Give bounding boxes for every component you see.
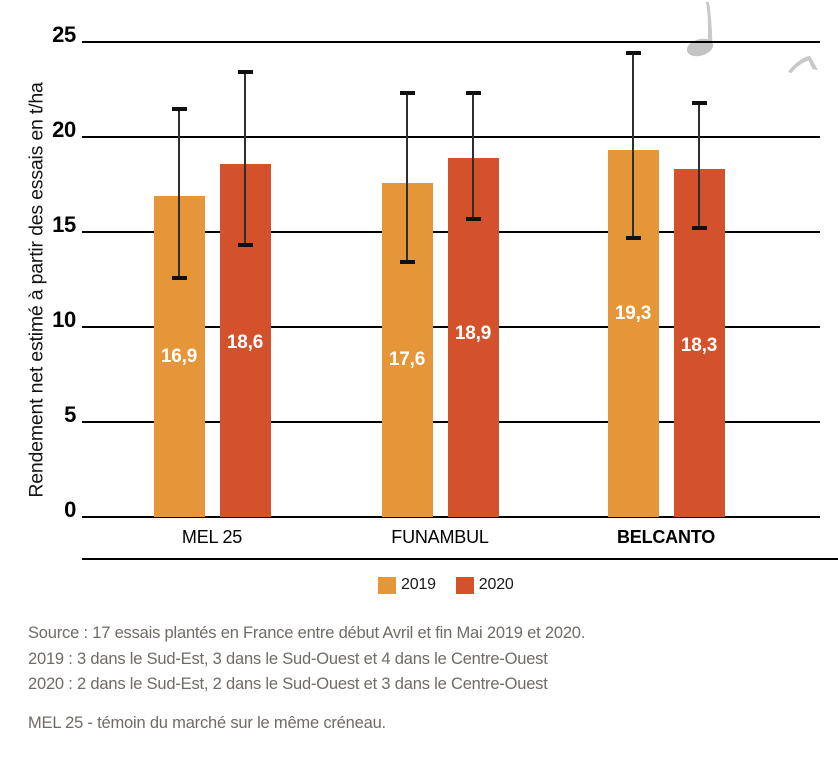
error-bar-cap-top-2020-mel-25 (237, 70, 253, 75)
legend-label-2020: 2020 (478, 576, 514, 593)
category-label-belcanto: BELCANTO (616, 527, 716, 547)
error-bar-cap-top-2020-funambul (465, 91, 481, 96)
y-tick-label-10: 10 (52, 307, 76, 332)
bar-value-label-2019-belcanto: 19,3 (614, 303, 652, 325)
error-bar-cap-top-2019-mel-25 (171, 106, 187, 111)
error-bar-cap-bottom-2020-belcanto (691, 226, 707, 231)
grid-line-20 (82, 136, 820, 138)
musical-note-icon (686, 2, 714, 57)
y-tick-label-5: 5 (64, 402, 76, 427)
legend-swatch-2019 (378, 576, 396, 594)
error-bar-cap-bottom-2020-mel-25 (237, 243, 253, 248)
bar-value-label-2019-mel-25: 16,9 (160, 345, 198, 367)
legend: 2019 2020 (378, 576, 514, 594)
legend-label-2019: 2019 (401, 576, 436, 593)
category-label-mel-25: MEL 25 (181, 527, 243, 547)
grid-line-25 (82, 41, 820, 43)
error-bar-cap-bottom-2019-mel-25 (171, 275, 187, 280)
y-tick-label-20: 20 (52, 117, 76, 142)
y-tick-label-15: 15 (52, 212, 76, 237)
source-line-1: Source : 17 essais plantés en France ent… (28, 624, 586, 642)
error-bar-2019-belcanto (632, 53, 634, 238)
source-line-3: 2020 : 2 dans le Sud-Est, 2 dans le Sud-… (28, 675, 548, 694)
bar-value-label-2020-mel-25: 18,6 (226, 331, 264, 353)
category-axis-divider (82, 558, 838, 560)
error-bar-cap-top-2019-funambul (399, 91, 415, 96)
legend-entry-2019: 2019 (378, 576, 436, 594)
error-bar-cap-top-2020-belcanto (691, 100, 707, 105)
error-bar-2020-belcanto (698, 102, 700, 229)
error-bar-cap-bottom-2019-funambul (399, 260, 415, 265)
y-tick-label-25: 25 (52, 22, 76, 47)
error-bar-cap-bottom-2020-funambul (465, 216, 481, 221)
legend-entry-2020: 2020 (455, 576, 514, 594)
error-bar-2019-mel-25 (178, 108, 180, 278)
legend-swatch-2020 (455, 576, 474, 594)
y-tick-label-0: 0 (64, 497, 76, 522)
source-note: Source : 17 essais plantés en France ent… (28, 621, 585, 698)
bar-value-label-2020-belcanto: 18,3 (680, 335, 718, 357)
error-bar-2020-funambul (472, 93, 474, 219)
error-bar-2019-funambul (406, 93, 408, 263)
error-bar-cap-bottom-2019-belcanto (625, 235, 641, 240)
error-bar-cap-top-2019-belcanto (625, 51, 641, 56)
bar-value-label-2019-funambul: 17,6 (388, 348, 426, 370)
category-label-funambul: FUNAMBUL (391, 527, 489, 547)
error-bar-2020-mel-25 (244, 72, 246, 246)
mel25-note: MEL 25 - témoin du marché sur le même cr… (28, 714, 386, 732)
source-line-2: 2019 : 3 dans le Sud-Est, 3 dans le Sud-… (28, 649, 548, 668)
musical-note-flag-icon (788, 56, 818, 73)
bar-value-label-2020-funambul: 18,9 (454, 322, 492, 344)
